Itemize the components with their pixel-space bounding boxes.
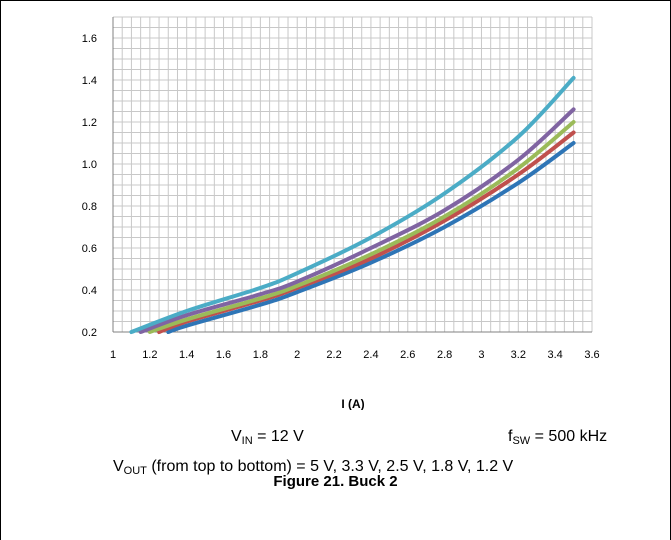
x-tick-label: 1.8 (253, 349, 268, 361)
fsw-subscript: SW (512, 435, 531, 447)
vin-subscript: IN (241, 435, 253, 447)
fsw-condition: fSW = 500 kHz (508, 428, 607, 447)
x-tick-label: 1.2 (142, 349, 157, 361)
vin-symbol: V (231, 428, 242, 445)
axes (112, 17, 592, 333)
series-line (138, 107, 576, 334)
figure-caption: Figure 21. Buck 2 (273, 473, 398, 490)
x-tick-label: 2 (294, 349, 300, 361)
x-tick-label: 2.2 (326, 349, 341, 361)
fsw-value: = 500 kHz (530, 428, 608, 445)
x-tick-label: 2.8 (437, 349, 452, 361)
y-tick-label: 1.2 (82, 117, 97, 129)
series-line (147, 120, 576, 334)
fsw-symbol: f (508, 428, 513, 445)
efficiency-loss-chart: 0.2 0.4 0.6 0.8 1.0 1.2 1.4 1.6 1 1.2 1.4 1.6 1.8 2 2… (82, 16, 600, 410)
x-tick-label: 3.2 (511, 349, 526, 361)
y-tick-label: 1.0 (82, 159, 97, 171)
vout-condition: VOUT (from top to bottom) = 5 V, 3.3 V, … (113, 458, 513, 477)
y-tick-labels: 0.2 0.4 0.6 0.8 1.0 1.2 1.4 1.6 (82, 33, 97, 339)
vout-subscript: OUT (123, 465, 147, 477)
y-tick-label: 0.4 (82, 285, 97, 297)
vout-symbol: V (113, 458, 124, 475)
series-lines (129, 75, 576, 334)
y-tick-label: 1.4 (82, 75, 97, 87)
x-tick-label: 2.4 (363, 349, 378, 361)
x-tick-label: 3.4 (548, 349, 563, 361)
x-axis-title: I (A) (341, 397, 364, 410)
vin-value: = 12 V (252, 428, 304, 445)
series-line (166, 141, 576, 334)
y-tick-label: 0.8 (82, 201, 97, 213)
x-tick-label: 2.6 (400, 349, 415, 361)
x-tick-label: 1 (110, 349, 116, 361)
x-tick-label: 1.6 (216, 349, 231, 361)
vout-value: (from top to bottom) = 5 V, 3.3 V, 2.5 V… (146, 458, 514, 475)
x-tick-label: 1.4 (179, 349, 194, 361)
vin-condition: VIN = 12 V (231, 428, 304, 447)
x-tick-label: 3.6 (584, 349, 599, 361)
y-tick-label: 0.6 (82, 243, 97, 255)
y-tick-label: 1.6 (82, 33, 97, 45)
series-line (129, 75, 576, 334)
y-tick-label: 0.2 (82, 327, 97, 339)
x-tick-labels: 1 1.2 1.4 1.6 1.8 2 2.2 2.4 2.6 2.8 3 3.2 3.4 3.6 (110, 349, 600, 361)
x-tick-label: 3 (478, 349, 484, 361)
